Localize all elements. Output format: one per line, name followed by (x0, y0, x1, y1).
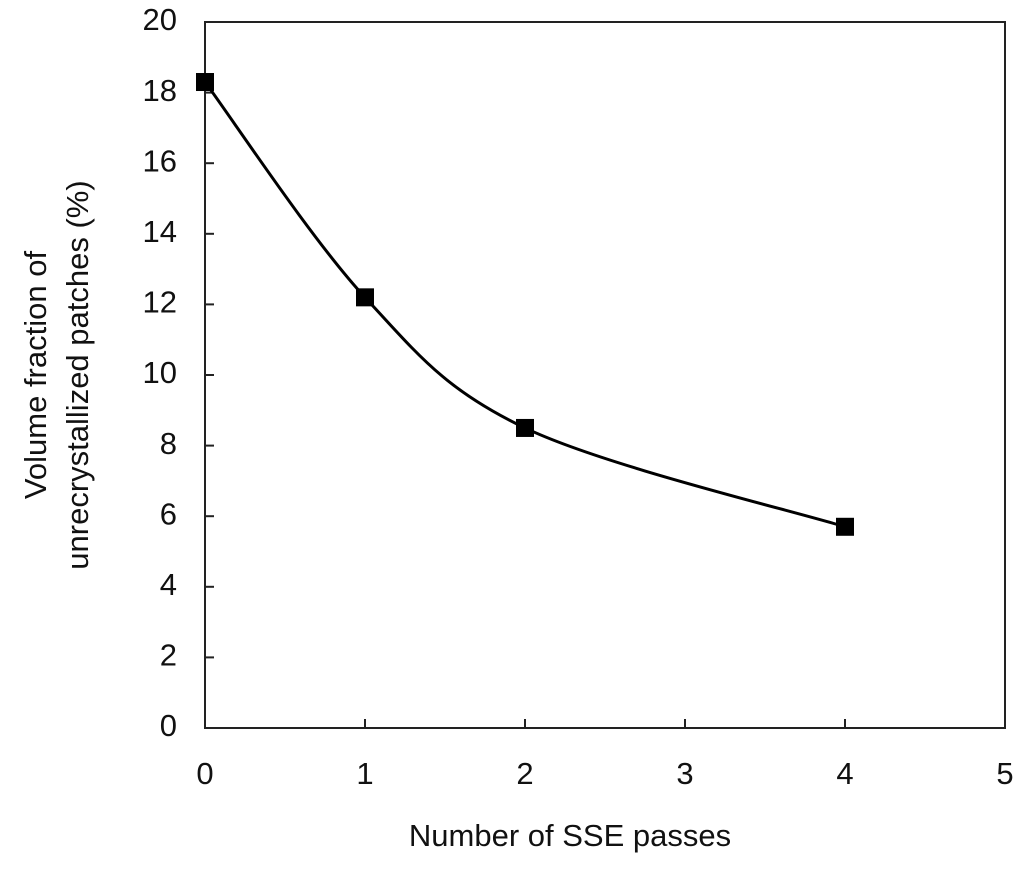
data-marker (356, 288, 374, 307)
plot-frame (204, 21, 1006, 729)
y-tick-label: 18 (143, 73, 177, 108)
x-axis-label: Number of SSE passes (409, 818, 731, 853)
y-tick-label: 20 (143, 2, 177, 37)
y-axis-label-line: Volume fraction of (18, 251, 53, 500)
y-axis-label-line: unrecrystallized patches (%) (60, 180, 95, 569)
x-tick-label: 4 (836, 756, 853, 791)
y-tick-label: 12 (143, 285, 177, 320)
y-axis-label: Volume fraction of unrecrystallized patc… (18, 180, 95, 569)
x-tick-label: 0 (196, 756, 213, 791)
y-tick-label: 8 (160, 426, 177, 461)
data-marker (836, 517, 854, 536)
y-tick-label: 0 (160, 708, 177, 743)
data-line (203, 81, 846, 529)
x-tick-label: 1 (356, 756, 373, 791)
x-tick-label: 2 (516, 756, 533, 791)
y-tick-label: 6 (160, 496, 177, 531)
x-tick-label: 5 (996, 756, 1013, 791)
y-tick-label: 14 (143, 214, 177, 249)
y-tick-label: 2 (160, 638, 177, 673)
y-tick-label: 16 (143, 143, 177, 178)
y-tick-label: 10 (143, 355, 177, 390)
x-tick-label: 3 (676, 756, 693, 791)
data-marker (516, 418, 534, 437)
y-tick-label: 4 (160, 567, 177, 602)
data-marker (196, 73, 214, 92)
